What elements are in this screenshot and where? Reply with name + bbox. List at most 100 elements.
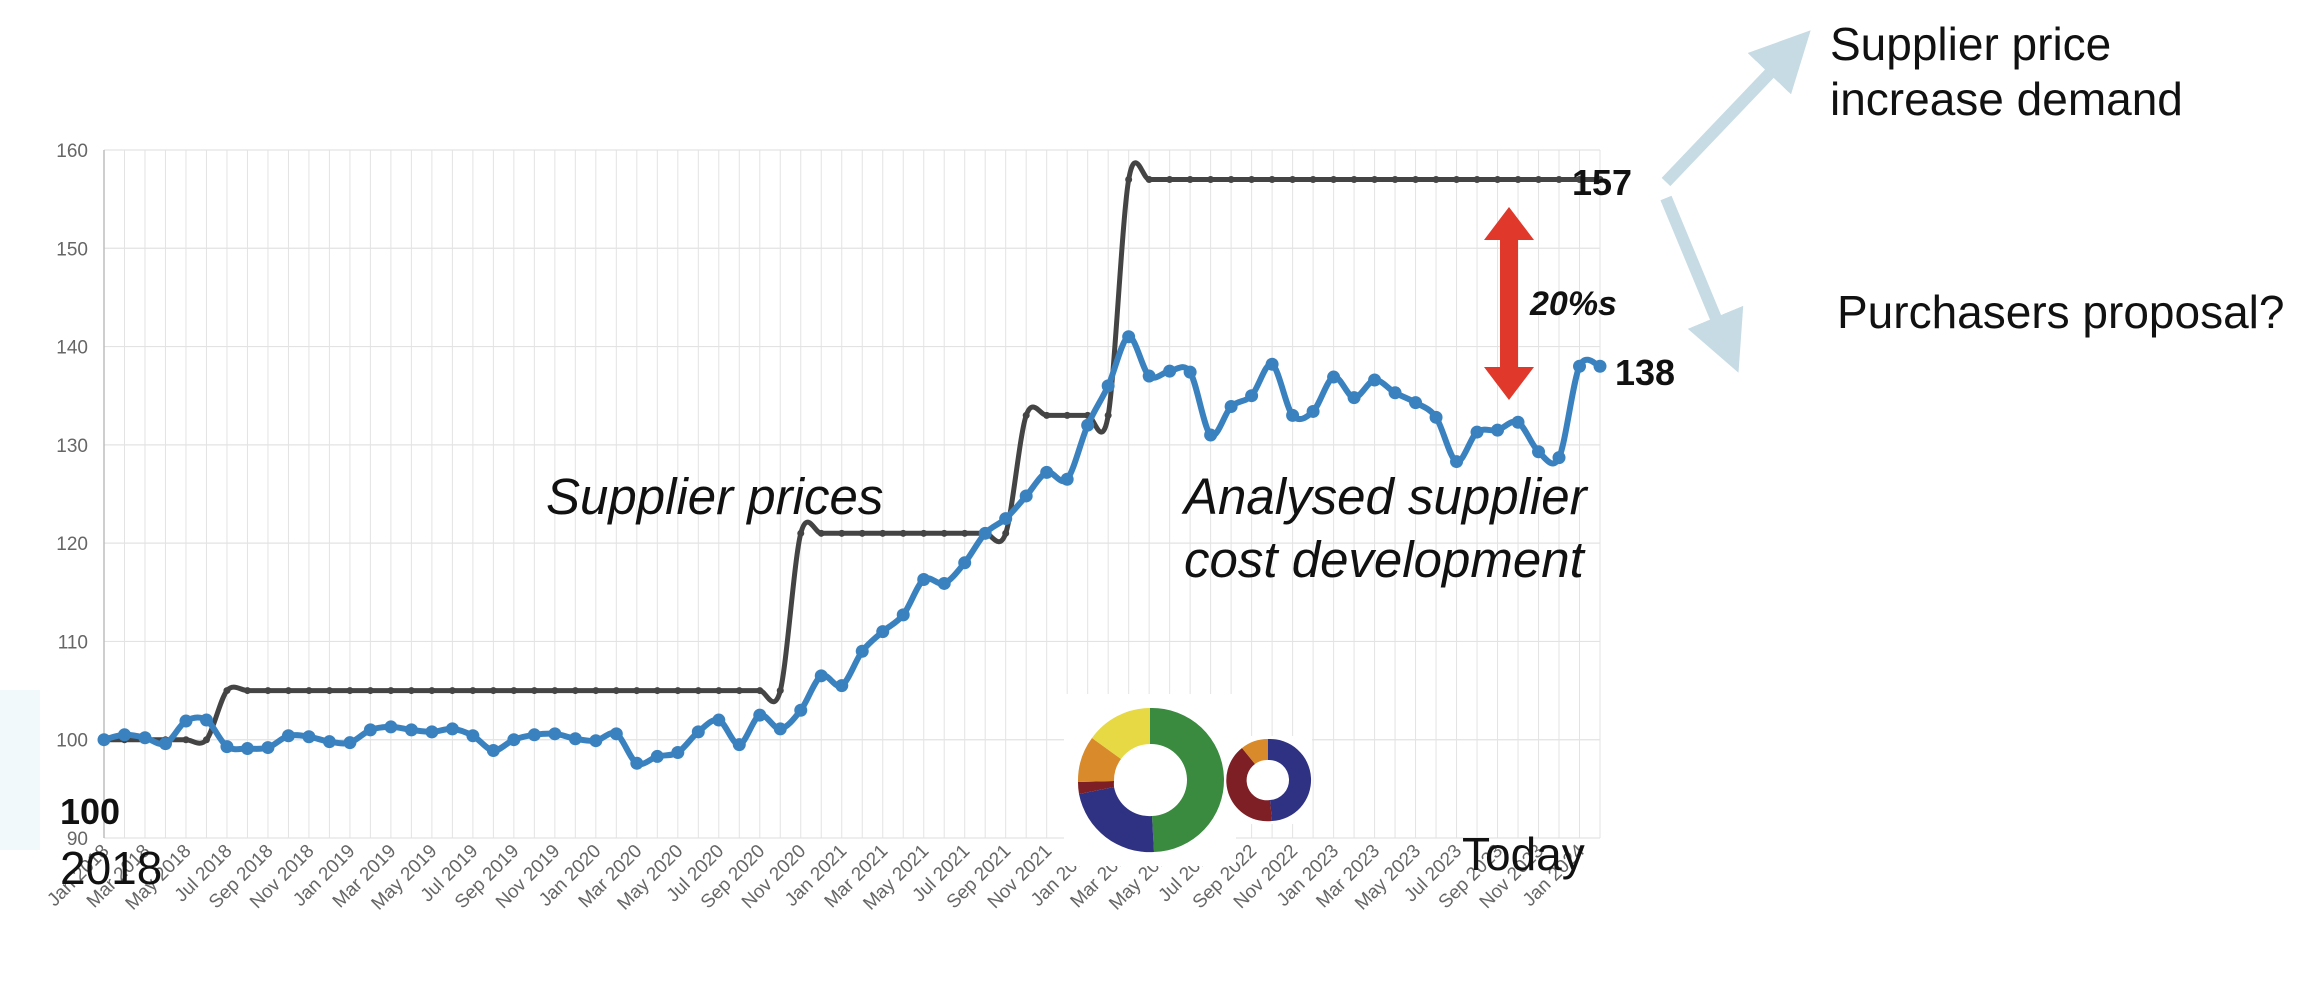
analysed-cost-point	[1327, 370, 1341, 384]
analysed-cost-point	[97, 733, 111, 747]
analysed-cost-point	[302, 730, 316, 744]
analysed-cost-point	[650, 749, 664, 763]
analysed-cost-point	[425, 725, 439, 739]
analysed-cost-point	[835, 679, 849, 693]
supplier-prices-point	[1514, 175, 1522, 183]
analysed-cost-point	[1470, 425, 1484, 439]
start-value-label: 100	[60, 791, 120, 832]
supplier-prices-point	[756, 687, 764, 695]
supplier-prices-point	[1432, 175, 1440, 183]
supplier-prices-point	[1371, 175, 1379, 183]
supplier-prices-point	[1576, 175, 1584, 183]
analysed-cost-point	[1450, 455, 1464, 469]
analysed-cost-point	[179, 714, 193, 728]
analysed-cost-point	[978, 526, 992, 540]
analysed-cost-point	[1347, 391, 1361, 405]
analysed-cost-point	[1491, 423, 1505, 437]
analysed-cost-point	[1040, 465, 1054, 479]
analysed-cost-point	[855, 644, 869, 658]
supplier-prices-point	[633, 687, 641, 695]
analysed-cost-point	[199, 713, 213, 727]
donut-chart-icon	[1064, 694, 1236, 866]
supplier-prices-point	[243, 687, 251, 695]
analysed-cost-point	[1183, 365, 1197, 379]
supplier-prices-point	[694, 687, 702, 695]
supplier-prices-point	[325, 687, 333, 695]
start-year-label: 2018	[60, 842, 162, 894]
supplier-prices-point	[653, 687, 661, 695]
analysed-cost-point	[281, 729, 295, 743]
analysed-cost-point	[691, 725, 705, 739]
y-axis-ticks: 90 100 110 120 130 140 150 160	[56, 141, 88, 850]
y-tick-label: 160	[56, 141, 88, 162]
analysed-cost-point	[1532, 445, 1546, 459]
y-tick-label: 140	[56, 338, 88, 359]
supplier-prices-point	[182, 736, 190, 744]
supplier-prices-point	[592, 687, 600, 695]
analysed-cost-point	[363, 723, 377, 737]
analysed-cost-point	[1388, 386, 1402, 400]
supplier-prices-point	[469, 687, 477, 695]
analysed-cost-point	[1593, 359, 1607, 373]
supplier-prices-point	[1002, 529, 1010, 537]
analysed-cost-point	[1204, 428, 1218, 442]
y-tick-label: 130	[56, 436, 88, 457]
analysed-cost-point	[1265, 357, 1279, 371]
supplier-prices-point	[448, 687, 456, 695]
supplier-prices-point	[1166, 175, 1174, 183]
supplier-prices-point	[1268, 175, 1276, 183]
gap-label: 20%s	[1529, 285, 1617, 323]
supplier-prices-point	[776, 687, 784, 695]
analysed-cost-point	[261, 741, 275, 755]
analysed-cost-point	[1224, 400, 1238, 414]
supplier-prices-point	[1391, 175, 1399, 183]
purchasers-proposal-label: Purchasers proposal?	[1837, 286, 2284, 338]
analysed-cost-point	[589, 734, 603, 748]
analysed-cost-point	[1286, 408, 1300, 422]
analysed-cost-point	[568, 732, 582, 746]
supplier-prices-point	[1596, 175, 1604, 183]
supplier-prices-point	[571, 687, 579, 695]
supplier-prices-point	[305, 687, 313, 695]
supplier-prices-point	[1535, 175, 1543, 183]
supplier-prices-point	[1289, 175, 1297, 183]
supplier-prices-point	[264, 687, 272, 695]
analysed-cost-point	[794, 703, 808, 717]
today-label: Today	[1462, 828, 1585, 880]
supplier-prices-point	[1248, 175, 1256, 183]
supplier-prices-point	[940, 529, 948, 537]
analysed-cost-point	[1429, 410, 1443, 424]
analysed-label-line2: cost development	[1184, 531, 1586, 588]
supplier-prices-point	[838, 529, 846, 537]
supplier-prices-point	[920, 529, 928, 537]
supplier-prices-point	[366, 687, 374, 695]
analysed-cost-point	[1573, 359, 1587, 373]
analysed-cost-point	[917, 573, 931, 587]
analysed-cost-point	[1019, 489, 1033, 503]
supplier-prices-point	[284, 687, 292, 695]
increase-demand-line1: Supplier price	[1830, 18, 2111, 70]
supplier-prices-point	[1227, 175, 1235, 183]
y-tick-label: 120	[56, 534, 88, 555]
supplier-prices-point	[1022, 411, 1030, 419]
supplier-prices-point	[1309, 175, 1317, 183]
analysed-cost-point	[527, 728, 541, 742]
value-138-label: 138	[1615, 352, 1675, 393]
supplier-prices-point	[715, 687, 723, 695]
analysed-cost-point	[1081, 418, 1095, 432]
analysed-cost-point	[138, 731, 152, 745]
supplier-prices-point	[387, 687, 395, 695]
supplier-prices-point	[1145, 175, 1153, 183]
analysed-cost-point	[671, 745, 685, 759]
analysed-cost-point	[1122, 330, 1136, 344]
analysed-cost-point	[1163, 364, 1177, 378]
arrow-down-right-icon	[1660, 195, 1744, 373]
left-panel	[0, 690, 40, 850]
supplier-prices-point	[1412, 175, 1420, 183]
double-arrow-vertical-icon	[1484, 207, 1534, 400]
analysed-cost-point	[1101, 379, 1115, 393]
analysed-cost-point	[1511, 415, 1525, 429]
supplier-prices-point	[223, 687, 231, 695]
analysed-cost-point	[896, 608, 910, 622]
supplier-prices-point	[1453, 175, 1461, 183]
